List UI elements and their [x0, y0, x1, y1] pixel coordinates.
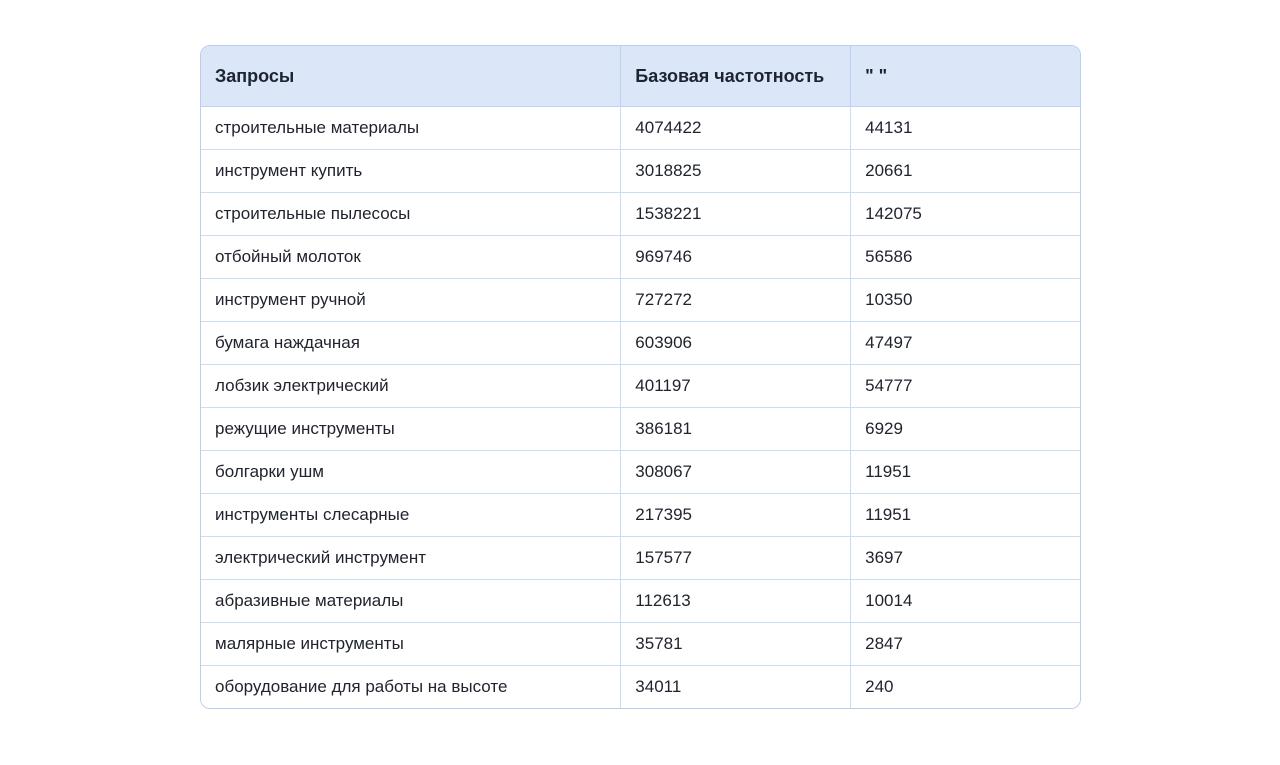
quoted-frequency-cell: 20661	[850, 149, 1080, 192]
header-row: Запросы Базовая частотность " "	[201, 46, 1080, 106]
table-row: инструмент ручной 727272 10350	[201, 278, 1080, 321]
base-frequency-cell: 4074422	[620, 106, 851, 149]
base-frequency-cell: 308067	[620, 450, 851, 493]
table-row: строительные материалы 4074422 44131	[201, 106, 1080, 149]
table-header: Запросы Базовая частотность " "	[201, 46, 1080, 106]
base-frequency-cell: 401197	[620, 364, 851, 407]
base-frequency-cell: 603906	[620, 321, 851, 364]
query-cell: инструмент ручной	[201, 278, 621, 321]
table-row: инструменты слесарные 217395 11951	[201, 493, 1080, 536]
table-row: бумага наждачная 603906 47497	[201, 321, 1080, 364]
table-row: строительные пылесосы 1538221 142075	[201, 192, 1080, 235]
table-row: электрический инструмент 157577 3697	[201, 536, 1080, 579]
table-row: лобзик электрический 401197 54777	[201, 364, 1080, 407]
query-cell: режущие инструменты	[201, 407, 621, 450]
base-frequency-cell: 157577	[620, 536, 851, 579]
query-cell: строительные пылесосы	[201, 192, 621, 235]
table-row: инструмент купить 3018825 20661	[201, 149, 1080, 192]
base-frequency-cell: 386181	[620, 407, 851, 450]
quoted-frequency-cell: 44131	[850, 106, 1080, 149]
keyword-frequency-table: Запросы Базовая частотность " " строител…	[200, 45, 1081, 709]
query-cell: строительные материалы	[201, 106, 621, 149]
query-cell: бумага наждачная	[201, 321, 621, 364]
quoted-frequency-cell: 10350	[850, 278, 1080, 321]
base-frequency-cell: 35781	[620, 622, 851, 665]
table-row: оборудование для работы на высоте 34011 …	[201, 665, 1080, 708]
table-body: строительные материалы 4074422 44131 инс…	[201, 106, 1080, 708]
query-cell: абразивные материалы	[201, 579, 621, 622]
quoted-frequency-cell: 2847	[850, 622, 1080, 665]
quoted-frequency-cell: 11951	[850, 450, 1080, 493]
table-row: отбойный молоток 969746 56586	[201, 235, 1080, 278]
data-table: Запросы Базовая частотность " " строител…	[201, 46, 1080, 708]
quoted-frequency-cell: 6929	[850, 407, 1080, 450]
base-frequency-cell: 112613	[620, 579, 851, 622]
quoted-frequency-cell: 240	[850, 665, 1080, 708]
table-row: болгарки ушм 308067 11951	[201, 450, 1080, 493]
query-cell: малярные инструменты	[201, 622, 621, 665]
quoted-frequency-cell: 11951	[850, 493, 1080, 536]
base-frequency-cell: 3018825	[620, 149, 851, 192]
table-row: абразивные материалы 112613 10014	[201, 579, 1080, 622]
query-cell: электрический инструмент	[201, 536, 621, 579]
query-cell: лобзик электрический	[201, 364, 621, 407]
table-row: малярные инструменты 35781 2847	[201, 622, 1080, 665]
quoted-frequency-cell: 142075	[850, 192, 1080, 235]
base-frequency-cell: 969746	[620, 235, 851, 278]
quoted-frequency-cell: 56586	[850, 235, 1080, 278]
table-row: режущие инструменты 386181 6929	[201, 407, 1080, 450]
query-cell: болгарки ушм	[201, 450, 621, 493]
base-frequency-cell: 727272	[620, 278, 851, 321]
query-cell: оборудование для работы на высоте	[201, 665, 621, 708]
query-cell: отбойный молоток	[201, 235, 621, 278]
base-frequency-cell: 34011	[620, 665, 851, 708]
quoted-frequency-cell: 47497	[850, 321, 1080, 364]
column-header-queries: Запросы	[201, 46, 621, 106]
base-frequency-cell: 217395	[620, 493, 851, 536]
quoted-frequency-cell: 3697	[850, 536, 1080, 579]
base-frequency-cell: 1538221	[620, 192, 851, 235]
query-cell: инструмент купить	[201, 149, 621, 192]
column-header-base-frequency: Базовая частотность	[620, 46, 851, 106]
quoted-frequency-cell: 10014	[850, 579, 1080, 622]
query-cell: инструменты слесарные	[201, 493, 621, 536]
quoted-frequency-cell: 54777	[850, 364, 1080, 407]
column-header-quoted-frequency: " "	[850, 46, 1080, 106]
